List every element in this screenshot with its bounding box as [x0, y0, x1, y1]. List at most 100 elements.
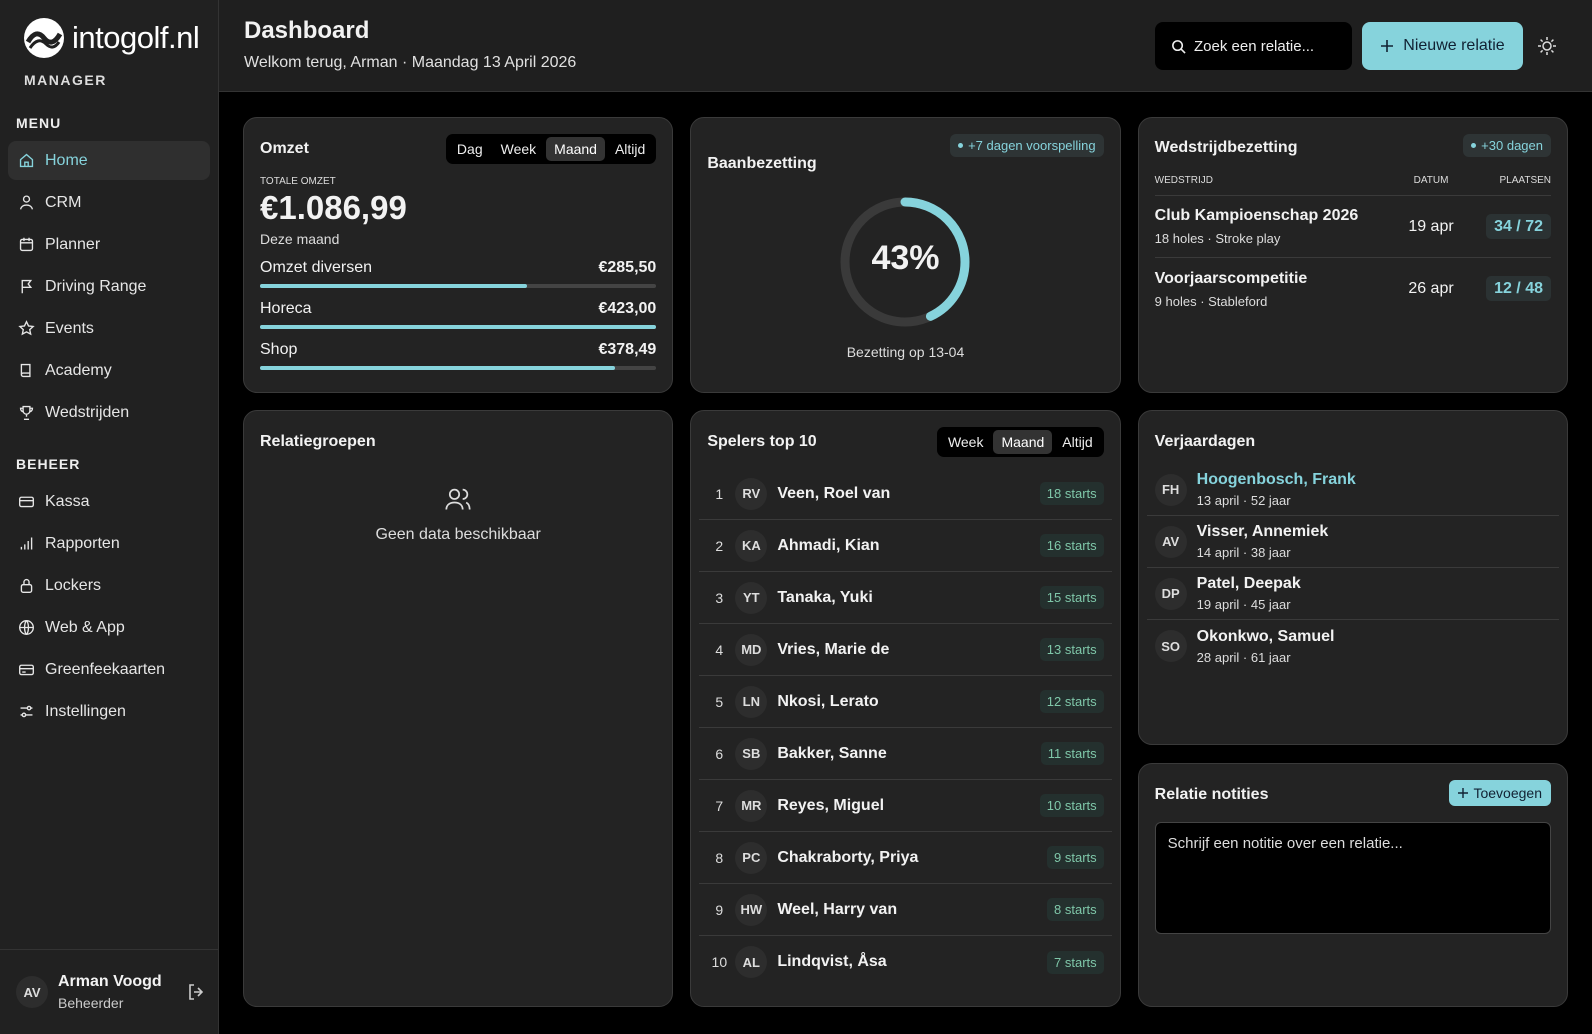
birthday-info: Patel, Deepak 19 april · 45 jaar	[1197, 575, 1301, 612]
player-row[interactable]: 7 MR Reyes, Miguel 10 starts	[699, 780, 1112, 832]
add-button[interactable]: Toevoegen	[1449, 780, 1551, 806]
birthday-details: 19 april · 45 jaar	[1196, 597, 1291, 612]
avatar: AL	[735, 946, 768, 978]
avatar: YT	[735, 581, 768, 614]
starts: 13 starts	[1039, 638, 1104, 661]
nav-item[interactable]: Wedstrijden	[8, 393, 210, 432]
nav-icon	[18, 152, 35, 169]
revenue-label: Omzet diversen	[260, 259, 373, 276]
player-name: Nkosi, Lerato	[777, 692, 879, 710]
nav-item[interactable]: Web & App	[8, 608, 210, 647]
nav-item[interactable]: Home	[8, 141, 210, 180]
nav-item[interactable]: CRM	[8, 183, 210, 222]
competition-date: 26 apr	[1408, 280, 1454, 297]
nav-item[interactable]: Instellingen	[8, 692, 210, 731]
player-row[interactable]: 8 PC Chakraborty, Priya 9 starts	[699, 832, 1112, 884]
tab[interactable]: Maand	[546, 137, 605, 161]
places-cell: 34 / 72	[1471, 213, 1551, 239]
nav-item[interactable]: Rapporten	[8, 524, 210, 563]
birthday-row[interactable]: DP Patel, Deepak 19 april · 45 jaar	[1146, 568, 1559, 620]
section-title: MENU	[16, 115, 62, 131]
player-row[interactable]: 9 HW Weel, Harry van 8 starts	[699, 884, 1112, 936]
icon-part	[26, 705, 32, 711]
player-row[interactable]: 3 YT Tanaka, Yuki 15 starts	[699, 572, 1112, 624]
avatar: HW	[735, 893, 768, 926]
tabs: Dag Week Maand Altijd	[445, 134, 657, 164]
header: Dashboard Welkom terug, Arman · Maandag …	[219, 0, 1592, 92]
icon	[19, 496, 34, 508]
nav-item[interactable]: Greenfeekaarten	[8, 650, 210, 689]
player-row[interactable]: 4 MD Vries, Marie de 13 starts	[699, 624, 1112, 676]
birthday-row[interactable]: AV Visser, Annemiek 14 april · 38 jaar	[1146, 516, 1559, 568]
player-row[interactable]: 2 KA Ahmadi, Kian 16 starts	[699, 520, 1112, 572]
logout-icon[interactable]	[186, 982, 206, 1002]
column-header: DATUM	[1413, 175, 1449, 186]
player-name: Bakker, Sanne	[777, 744, 887, 762]
section-title: BEHEER	[16, 456, 81, 472]
revenue-row: Shop €378,49	[260, 341, 656, 359]
nav-item[interactable]: Planner	[8, 225, 210, 264]
competition-name: Voorjaarscompetitie	[1154, 269, 1308, 287]
logo: intogolf.nl	[22, 16, 200, 60]
player-row[interactable]: 6 SB Bakker, Sanne 11 starts	[699, 728, 1112, 780]
tab[interactable]: Altijd	[1062, 434, 1093, 450]
new-relation-button[interactable]: Nieuwe relatie	[1362, 22, 1523, 70]
avatar: KA	[735, 529, 768, 562]
logo-wave	[28, 39, 61, 49]
nav-item[interactable]: Driving Range	[8, 267, 210, 306]
competition-info: Voorjaarscompetitie 9 holes · Stableford	[1155, 270, 1391, 309]
nav-label: CRM	[45, 193, 82, 211]
rank: 2	[715, 537, 724, 554]
competition-details: 18 holes · Stroke play	[1154, 231, 1281, 246]
competition-info: Club Kampioenschap 2026 18 holes · Stroke…	[1155, 207, 1391, 246]
icon-part	[19, 238, 34, 252]
player-row[interactable]: 1 RV Veen, Roel van 18 starts	[699, 468, 1112, 520]
nav-label: Rapporten	[45, 534, 120, 552]
starts: 12 starts	[1039, 690, 1104, 713]
icon	[21, 279, 33, 294]
nav-label: Planner	[45, 235, 101, 253]
player-row[interactable]: 5 LN Nkosi, Lerato 12 starts	[699, 676, 1112, 728]
nav-label: Instellingen	[45, 702, 126, 720]
icon-part	[449, 488, 461, 500]
revenue-label: Horeca	[260, 300, 312, 317]
icon-part	[20, 707, 33, 716]
note-input[interactable]: Schrijf een notitie over een relatie...	[1154, 822, 1551, 934]
tab[interactable]: Dag	[456, 141, 483, 157]
nav-item[interactable]: Lockers	[8, 566, 210, 605]
search-icon	[1172, 39, 1186, 54]
icon-part	[19, 664, 34, 676]
icon	[19, 195, 34, 210]
revenue-amount: €285,50	[598, 259, 657, 276]
icon	[20, 705, 33, 718]
avatar: FH	[1154, 473, 1187, 506]
nav-item[interactable]: Events	[8, 309, 210, 348]
tab[interactable]: Week	[500, 141, 537, 157]
avatar: RV	[735, 477, 768, 510]
competition-card: Wedstrijdbezetting +30 dagen WEDSTRIJD DATU…	[1137, 117, 1568, 393]
theme-toggle[interactable]	[1537, 36, 1557, 56]
button-label: Toevoegen	[1473, 785, 1542, 801]
nav-icon	[18, 493, 35, 510]
badge: +30 dagen	[1463, 134, 1551, 157]
tab[interactable]: Week	[947, 434, 984, 450]
rank: 5	[715, 693, 724, 710]
birthday-name: Okonkwo, Samuel	[1196, 627, 1335, 645]
nav-icon	[18, 236, 35, 253]
player-row[interactable]: 10 AL Lindqvist, Åsa 7 starts	[699, 936, 1111, 988]
nav-item[interactable]: Kassa	[8, 482, 210, 521]
birthday-row[interactable]: SO Okonkwo, Samuel 28 april · 61 jaar	[1147, 620, 1559, 672]
tab[interactable]: Altijd	[614, 141, 646, 157]
icon-part	[21, 712, 27, 718]
birthday-row[interactable]: FH Hoogenbosch, Frank 13 april · 52 jaar	[1146, 464, 1559, 516]
nav-item[interactable]: Academy	[8, 351, 210, 390]
icon-part	[19, 153, 34, 168]
icon-part	[19, 405, 34, 420]
icon	[19, 153, 34, 168]
logo-icon	[24, 18, 64, 58]
tab[interactable]: Maand	[993, 430, 1053, 454]
birthdays-card: Verjaardagen FH Hoogenbosch, Frank 13 april…	[1137, 410, 1568, 745]
search-box[interactable]: Zoek een relatie...	[1155, 22, 1352, 70]
card-title: Spelers top 10	[707, 433, 817, 450]
starts: 8 starts	[1047, 898, 1104, 921]
